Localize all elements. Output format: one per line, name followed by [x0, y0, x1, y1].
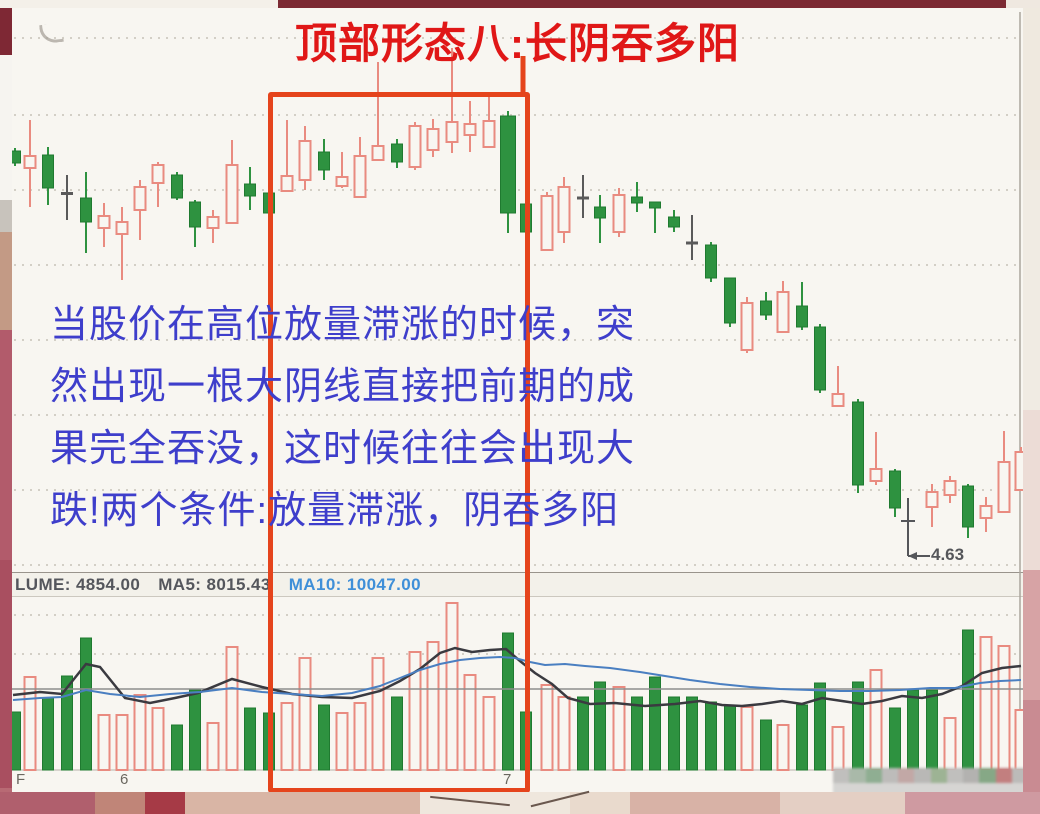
annotation-text: 当股价在高位放量滞涨的时候，突 然出现一根大阴线直接把前期的成 果完全吞没，这时… [50, 294, 635, 542]
background-fragment [185, 792, 420, 814]
chart-title: 顶部形态八:长阴吞多阳 [295, 20, 740, 67]
background-fragment [0, 200, 12, 232]
background-fragment [570, 792, 630, 814]
highlight-box [268, 92, 530, 793]
x-axis-label: 7 [503, 771, 512, 788]
watermark-cell [849, 768, 866, 783]
annotation-line: 然出现一根大阴线直接把前期的成 [50, 366, 636, 408]
background-fragment [630, 792, 780, 814]
background-fragment [1023, 170, 1040, 410]
watermark-cell [898, 768, 915, 783]
watermark-cell [995, 768, 1012, 783]
background-fragment [1023, 0, 1040, 170]
annotation-line: 当股价在高位放量滞涨的时候，突 [50, 304, 636, 346]
watermark-cell [963, 768, 980, 783]
watermark-cell [881, 768, 898, 783]
background-fragment [0, 0, 278, 8]
watermark-cell [914, 768, 931, 783]
background-illustration-left [0, 0, 12, 814]
ma5-value-label: MA5: 8015.43 [158, 574, 271, 594]
background-fragment [145, 792, 185, 814]
background-illustration-right [1023, 0, 1040, 814]
annotation-line: 跌!两个条件:放量滞涨，阴吞多阳 [50, 490, 620, 532]
background-fragment [0, 792, 95, 814]
background-fragment [278, 0, 1006, 8]
background-fragment [0, 330, 12, 560]
background-fragment [780, 792, 905, 814]
background-fragment [1023, 700, 1040, 792]
x-axis-label: F [16, 771, 26, 788]
background-fragment [0, 55, 12, 200]
x-axis-label: 6 [120, 771, 129, 788]
background-fragment [1023, 410, 1040, 570]
ma10-value-label: MA10: 10047.00 [288, 574, 421, 594]
volume-header: LUME: 4854.00 MA5: 8015.43 MA10: 10047.0… [12, 572, 1023, 597]
watermark-cell [865, 768, 882, 783]
watermark-cell [833, 768, 850, 783]
background-fragment [1006, 0, 1040, 8]
background-fragment [905, 792, 1040, 814]
volume-value-label: LUME: 4854.00 [15, 574, 141, 594]
watermark-mosaic-row [833, 768, 1028, 783]
price-marker-label: 4.63 [931, 545, 965, 564]
background-fragment [1023, 570, 1040, 700]
background-fragment [95, 792, 145, 814]
background-illustration-bottom [0, 792, 1040, 814]
watermark-cell [979, 768, 996, 783]
watermark-cell [930, 768, 947, 783]
background-fragment [0, 560, 12, 788]
watermark-cell [946, 768, 963, 783]
background-fragment [0, 0, 12, 55]
annotation-line: 果完全吞没，这时候往往会出现大 [50, 428, 636, 470]
background-fragment [0, 232, 12, 330]
